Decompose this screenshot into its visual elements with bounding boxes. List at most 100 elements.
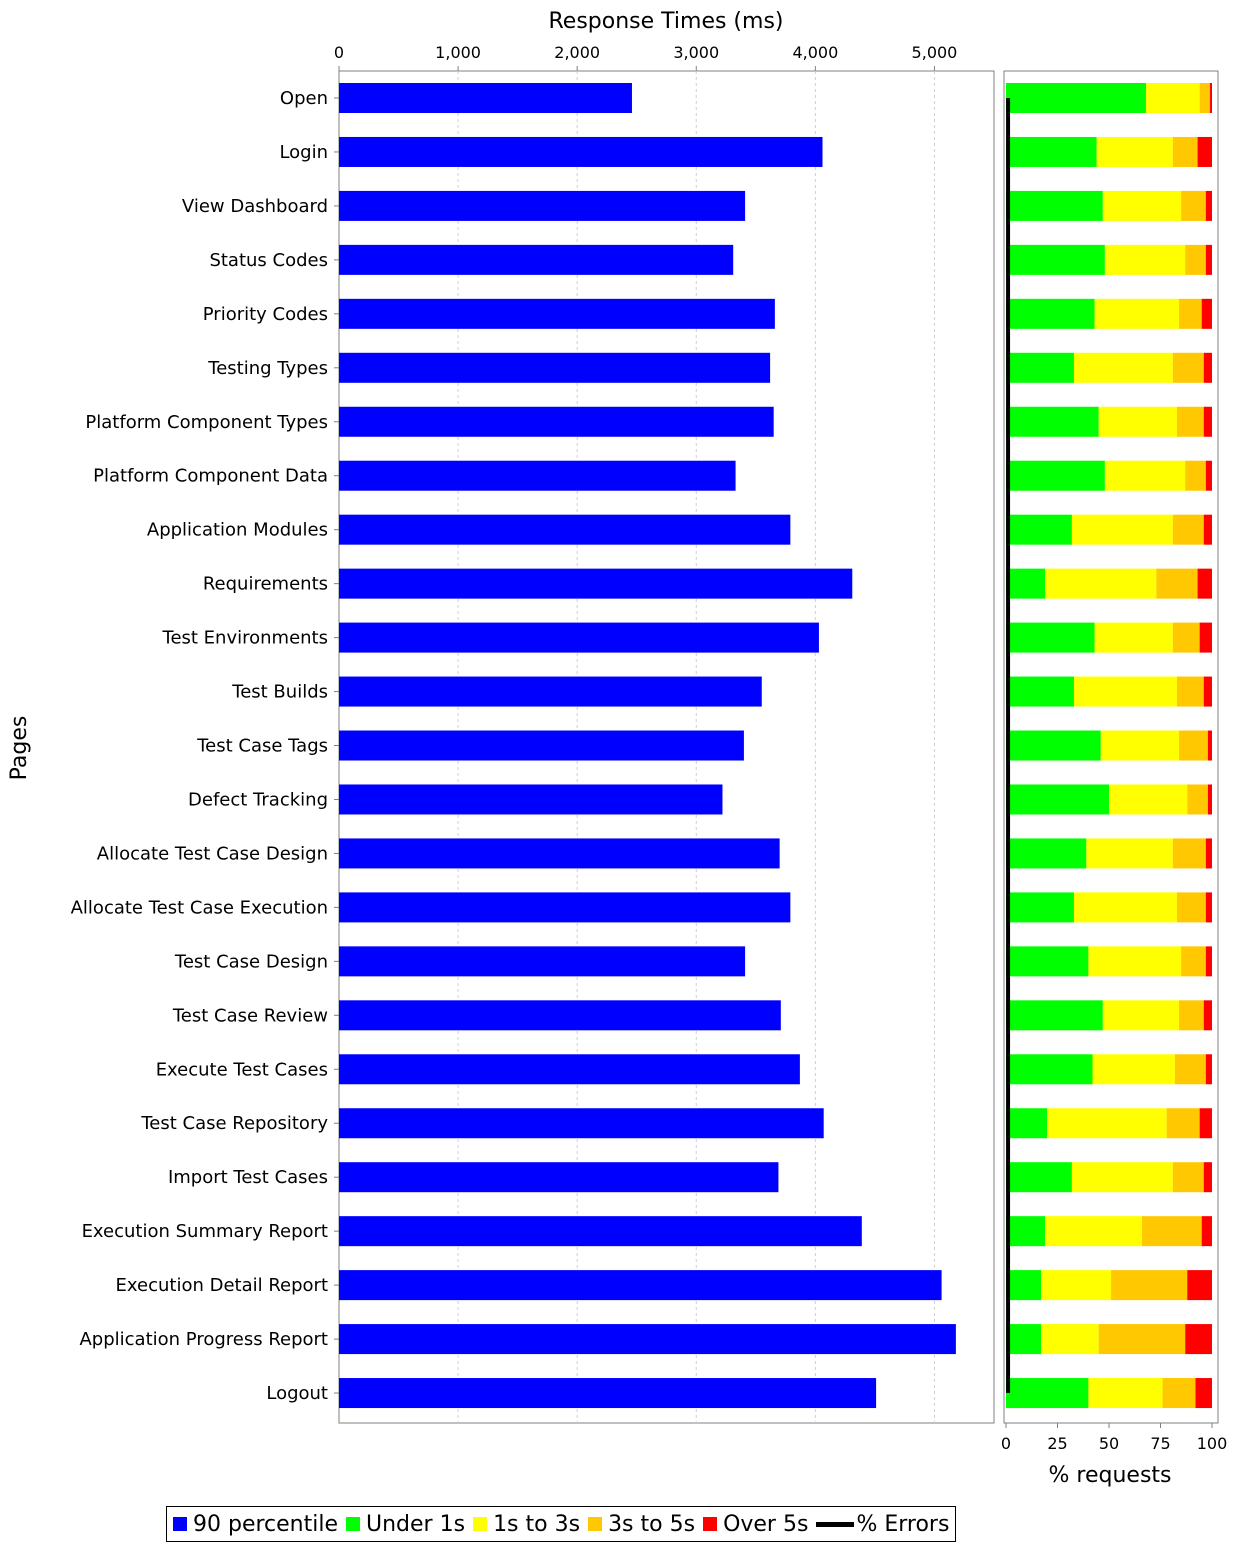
stacked-bar-3s-to-5s xyxy=(1185,244,1206,275)
bar-90-percentile xyxy=(339,514,791,545)
stacked-bar-over-5s xyxy=(1203,676,1212,707)
bar-90-percentile xyxy=(339,352,771,383)
stacked-bar-over-5s xyxy=(1205,190,1212,221)
pct-tick-label: 75 xyxy=(1150,1434,1170,1453)
stacked-bar-over-5s xyxy=(1205,460,1212,491)
stacked-bar-1s-to-3s xyxy=(1045,568,1157,599)
x-tick-label: 0 xyxy=(334,43,344,62)
stacked-bar-under-1s xyxy=(1006,1216,1046,1247)
stacked-bar-under-1s xyxy=(1006,514,1072,545)
stacked-bar-1s-to-3s xyxy=(1041,1270,1112,1301)
right-plot: 0 25 50 75 100 xyxy=(1001,70,1227,1453)
category-label: Platform Component Types xyxy=(85,412,328,433)
stacked-bar-under-1s xyxy=(1006,190,1103,221)
category-label: Test Case Tags xyxy=(196,736,328,757)
legend-item: 90 percentile xyxy=(173,1512,338,1537)
stacked-bar-1s-to-3s xyxy=(1041,1324,1099,1355)
bar-90-percentile xyxy=(339,1216,862,1247)
bar-90-percentile xyxy=(339,1378,877,1409)
category-label: Test Case Design xyxy=(174,951,328,972)
stacked-bar-1s-to-3s xyxy=(1096,136,1173,167)
stacked-bar-3s-to-5s xyxy=(1172,136,1198,167)
stacked-bar-under-1s xyxy=(1006,136,1097,167)
stacked-bar-under-1s xyxy=(1006,892,1074,923)
legend-item: Under 1s xyxy=(346,1512,465,1537)
category-label: Test Builds xyxy=(231,682,328,703)
stacked-bar-under-1s xyxy=(1006,784,1109,815)
stacked-bar-over-5s xyxy=(1207,784,1212,815)
legend-item: 3s to 5s xyxy=(588,1512,695,1537)
legend-item: Over 5s xyxy=(703,1512,808,1537)
legend-swatch xyxy=(473,1517,488,1531)
bar-90-percentile xyxy=(339,1270,942,1301)
legend: 90 percentile Under 1s 1s to 3s 3s to 5s Ove… xyxy=(166,1506,957,1542)
stacked-bar-under-1s xyxy=(1006,622,1095,653)
response-times-chart: Response Times (ms) Pages % requests 0 1,… xyxy=(7,9,1227,1488)
legend-label: 1s to 3s xyxy=(493,1511,581,1537)
stacked-bar-1s-to-3s xyxy=(1071,1162,1173,1193)
category-label: Open xyxy=(280,88,328,109)
bar-90-percentile xyxy=(339,406,774,437)
bar-90-percentile xyxy=(339,136,823,167)
bar-90-percentile xyxy=(339,676,762,707)
category-label: View Dashboard xyxy=(182,196,328,217)
bar-90-percentile xyxy=(339,1054,800,1085)
stacked-bar-3s-to-5s xyxy=(1176,892,1206,923)
stacked-bar-over-5s xyxy=(1203,406,1212,437)
stacked-bar-3s-to-5s xyxy=(1098,1324,1186,1355)
category-label: Allocate Test Case Design xyxy=(97,843,328,864)
stacked-bar-over-5s xyxy=(1187,1270,1212,1301)
stacked-bar-under-1s xyxy=(1006,676,1074,707)
stacked-bar-over-5s xyxy=(1201,1216,1212,1247)
stacked-bar-1s-to-3s xyxy=(1092,1054,1175,1085)
stacked-bar-1s-to-3s xyxy=(1088,946,1182,977)
legend-label: Under 1s xyxy=(366,1511,466,1537)
bar-90-percentile xyxy=(339,622,819,653)
stacked-bar-1s-to-3s xyxy=(1104,244,1186,275)
stacked-bar-over-5s xyxy=(1207,730,1212,761)
category-label: Platform Component Data xyxy=(93,466,328,487)
pct-tick-label: 50 xyxy=(1099,1434,1119,1453)
stacked-bar-1s-to-3s xyxy=(1146,83,1200,113)
category-label: Import Test Cases xyxy=(168,1167,328,1188)
legend-item: % Errors xyxy=(816,1512,949,1537)
x-tick-label: 1,000 xyxy=(435,43,481,62)
category-label: Application Modules xyxy=(147,520,328,541)
stacked-bar-under-1s xyxy=(1006,352,1074,383)
category-label: Test Case Repository xyxy=(140,1113,328,1134)
legend-swatch xyxy=(346,1517,361,1531)
stacked-bar-over-5s xyxy=(1185,1324,1212,1355)
legend-label: % Errors xyxy=(856,1511,950,1537)
stacked-bar-under-1s xyxy=(1006,83,1147,113)
stacked-bar-1s-to-3s xyxy=(1047,1108,1167,1139)
stacked-bar-3s-to-5s xyxy=(1141,1216,1202,1247)
bar-90-percentile xyxy=(339,568,853,599)
stacked-bar-1s-to-3s xyxy=(1073,352,1173,383)
stacked-bar-1s-to-3s xyxy=(1086,838,1173,869)
stacked-bar-under-1s xyxy=(1006,568,1046,599)
bar-90-percentile xyxy=(339,892,791,923)
stacked-bar-3s-to-5s xyxy=(1111,1270,1188,1301)
category-label: Execution Summary Report xyxy=(82,1221,328,1242)
stacked-bar-3s-to-5s xyxy=(1179,298,1202,329)
stacked-bar-1s-to-3s xyxy=(1104,460,1186,491)
stacked-bar-under-1s xyxy=(1006,244,1105,275)
bar-90-percentile xyxy=(339,946,746,977)
stacked-bar-under-1s xyxy=(1006,460,1105,491)
bar-90-percentile xyxy=(339,784,723,815)
legend-item: 1s to 3s xyxy=(473,1512,580,1537)
stacked-bar-1s-to-3s xyxy=(1109,784,1188,815)
stacked-bar-3s-to-5s xyxy=(1181,946,1206,977)
stacked-bar-1s-to-3s xyxy=(1102,1000,1180,1031)
stacked-bar-over-5s xyxy=(1203,1000,1212,1031)
stacked-bar-1s-to-3s xyxy=(1045,1216,1142,1247)
stacked-bar-under-1s xyxy=(1006,298,1095,329)
stacked-bar-under-1s xyxy=(1006,1108,1048,1139)
stacked-bar-1s-to-3s xyxy=(1073,676,1177,707)
stacked-bar-over-5s xyxy=(1205,1054,1212,1085)
category-label: Test Case Review xyxy=(172,1005,328,1026)
legend-label: 3s to 5s xyxy=(608,1511,696,1537)
stacked-bar-over-5s xyxy=(1203,1162,1212,1193)
bar-90-percentile xyxy=(339,1324,956,1355)
category-label: Execution Detail Report xyxy=(116,1275,328,1296)
